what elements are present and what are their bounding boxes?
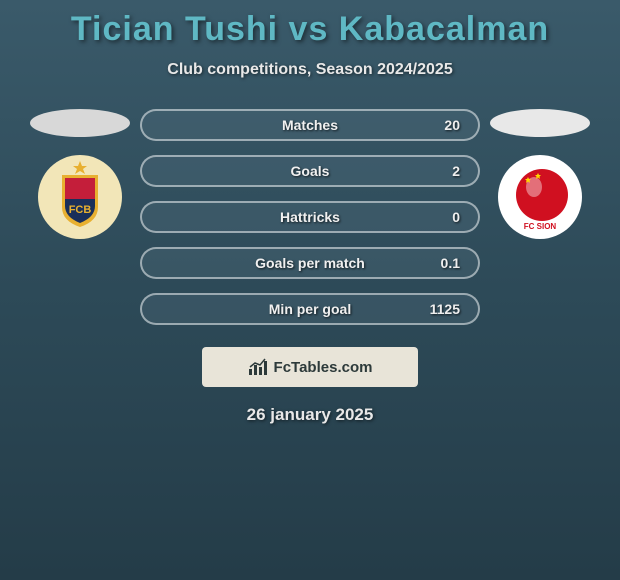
- basel-crest-icon: FCB: [38, 155, 122, 239]
- stat-row-goals-per-match: Goals per match 0.1: [140, 247, 480, 279]
- player-left-column: FCB: [30, 109, 130, 239]
- stat-value: 20: [444, 117, 460, 133]
- stat-value: 0: [452, 209, 460, 225]
- stat-value: 2: [452, 163, 460, 179]
- stats-column: Matches 20 Goals 2 Hattricks 0 Goals per…: [140, 109, 480, 325]
- subtitle: Club competitions, Season 2024/2025: [0, 61, 620, 79]
- player-right-column: FC SION: [490, 109, 590, 239]
- branding-text: FcTables.com: [274, 359, 373, 376]
- chart-icon: [248, 358, 268, 376]
- stat-label: Matches: [142, 117, 478, 133]
- stat-row-goals: Goals 2: [140, 155, 480, 187]
- stat-value: 0.1: [441, 255, 460, 271]
- stat-label: Goals: [142, 163, 478, 179]
- stat-label: Min per goal: [142, 301, 478, 317]
- player-left-avatar: [30, 109, 130, 137]
- date-label: 26 january 2025: [0, 405, 620, 425]
- stat-row-min-per-goal: Min per goal 1125: [140, 293, 480, 325]
- svg-text:FCB: FCB: [69, 204, 92, 216]
- player-right-avatar: [490, 109, 590, 137]
- svg-text:FC SION: FC SION: [524, 222, 557, 231]
- infographic-container: Tician Tushi vs Kabacalman Club competit…: [0, 0, 620, 425]
- stat-value: 1125: [430, 301, 460, 317]
- main-row: FCB Matches 20 Goals 2 Hattricks 0 Goals…: [0, 109, 620, 325]
- club-badge-sion: FC SION: [498, 155, 582, 239]
- branding-badge: FcTables.com: [202, 347, 418, 387]
- club-badge-basel: FCB: [38, 155, 122, 239]
- sion-crest-icon: FC SION: [498, 155, 582, 239]
- stat-label: Hattricks: [142, 209, 478, 225]
- stat-label: Goals per match: [142, 255, 478, 271]
- stat-row-matches: Matches 20: [140, 109, 480, 141]
- stat-row-hattricks: Hattricks 0: [140, 201, 480, 233]
- page-title: Tician Tushi vs Kabacalman: [0, 10, 620, 49]
